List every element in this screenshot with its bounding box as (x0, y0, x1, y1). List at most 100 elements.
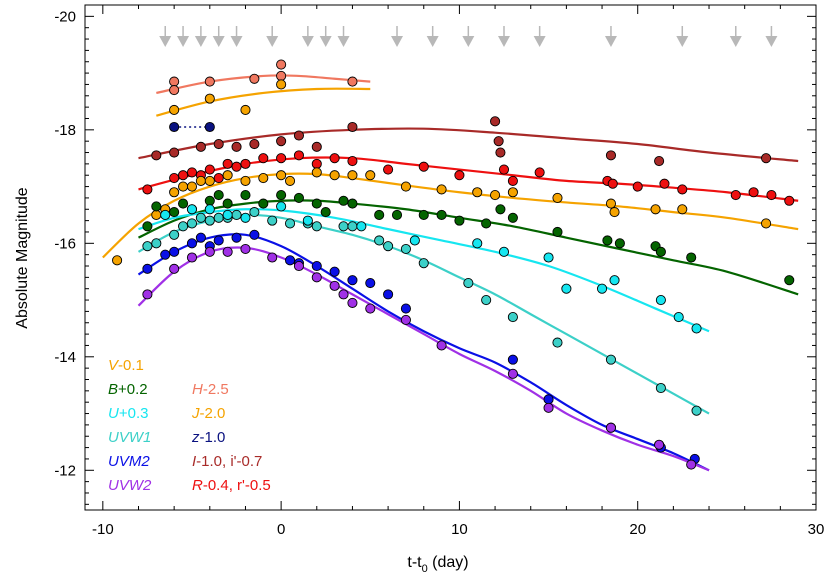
point-uvw1 (418, 258, 429, 269)
point-v (472, 187, 483, 198)
x-tick-label: 10 (451, 521, 468, 538)
fit-curve-i (138, 127, 799, 163)
point-u (186, 204, 198, 215)
epoch-arrow-head (676, 36, 689, 47)
point-i (495, 147, 506, 158)
point-i (195, 141, 206, 152)
fit-curve-uvw2 (137, 246, 710, 472)
point-uvw2 (543, 402, 554, 413)
legend-band: UVM2 (108, 453, 150, 470)
point-b (454, 215, 465, 226)
x-axis-label-sub: 0 (422, 563, 428, 575)
point-u (596, 283, 608, 294)
point-u (240, 212, 251, 223)
point-b (374, 209, 385, 220)
point-u (673, 312, 684, 323)
point-v (284, 175, 296, 186)
point-v (761, 218, 772, 229)
point-v (365, 170, 376, 181)
legend-entry-uvm2: UVM2 (108, 453, 150, 470)
point-v (436, 184, 447, 195)
y-tick-label: -18 (54, 122, 76, 139)
point-uvw2 (605, 422, 617, 433)
point-b (418, 209, 429, 220)
plot-frame (84, 4, 817, 511)
legend-band: V (108, 357, 120, 374)
point-uvm2 (160, 249, 171, 260)
point-v (347, 170, 358, 181)
point-u (276, 201, 287, 212)
point-j (169, 104, 180, 116)
point-b (142, 221, 153, 232)
point-uvw1 (169, 229, 180, 240)
point-v (151, 209, 162, 220)
point-b (204, 195, 215, 206)
plot-axes: -10 0 10 20 30 -12 -14 -16 -18 -20 (54, 4, 824, 538)
point-uvw1 (204, 215, 215, 226)
point-uvm2 (213, 235, 224, 246)
point-uvw1 (142, 241, 153, 252)
legend-band: U (108, 405, 119, 422)
point-b (507, 212, 518, 223)
point-uvw1 (338, 221, 349, 232)
point-b (686, 252, 697, 263)
y-axis-label: Absolute Magnitude (14, 187, 31, 329)
point-uvw2 (204, 246, 215, 257)
legend-entry-u: U+0.3 (108, 405, 148, 422)
point-i (151, 150, 162, 161)
point-uvw1 (311, 221, 322, 232)
point-v (195, 175, 206, 186)
epoch-arrow-head (301, 36, 314, 47)
point-uvw1 (347, 221, 358, 232)
point-r (347, 155, 358, 167)
point-uvw1 (231, 209, 242, 220)
legend-offset: -0.4, r'-0.5 (203, 477, 271, 494)
point-uvw1 (374, 235, 385, 246)
point-j (240, 104, 251, 116)
epoch-arrow-head (337, 36, 350, 47)
point-uvw2 (507, 368, 518, 379)
legend-offset: +0.3 (119, 405, 149, 422)
point-r (213, 173, 224, 184)
point-b (391, 209, 403, 220)
point-uvw1 (284, 218, 296, 229)
legend-band: B (108, 381, 118, 398)
point-uvm2 (383, 289, 394, 300)
y-tick-label: -12 (54, 462, 76, 479)
point-r (498, 164, 510, 175)
point-r (311, 158, 322, 169)
point-j (204, 93, 215, 104)
point-u (356, 221, 367, 232)
point-i (347, 121, 358, 133)
point-uvw1 (195, 212, 206, 223)
point-uvw1 (400, 243, 411, 255)
point-v (186, 181, 198, 192)
point-r (677, 184, 688, 195)
point-uvm2 (507, 354, 518, 365)
x-tick-label: 20 (629, 521, 646, 538)
point-uvw1 (186, 218, 198, 229)
point-h (169, 76, 180, 87)
point-r (383, 164, 394, 175)
point-b (347, 198, 358, 209)
epoch-arrows (159, 26, 778, 47)
fit-curve-b (138, 199, 799, 296)
epoch-arrow-head (194, 36, 207, 47)
point-uvw2 (365, 303, 376, 314)
legend-entry-z: z-1.0 (191, 429, 225, 446)
epoch-arrow-head (177, 36, 190, 47)
point-i (293, 130, 305, 141)
legend-band: z (191, 429, 200, 446)
point-r (258, 153, 269, 164)
point-v (605, 198, 617, 209)
point-i (249, 138, 260, 150)
point-uvw1 (249, 207, 260, 218)
point-uvw1 (655, 382, 666, 394)
point-v (311, 167, 322, 178)
legend-band: I (192, 453, 196, 470)
point-b (784, 275, 795, 286)
epoch-arrow-head (266, 36, 279, 47)
point-uvw1 (691, 405, 702, 416)
point-v (276, 170, 287, 181)
legend-band: UVW1 (108, 429, 151, 446)
